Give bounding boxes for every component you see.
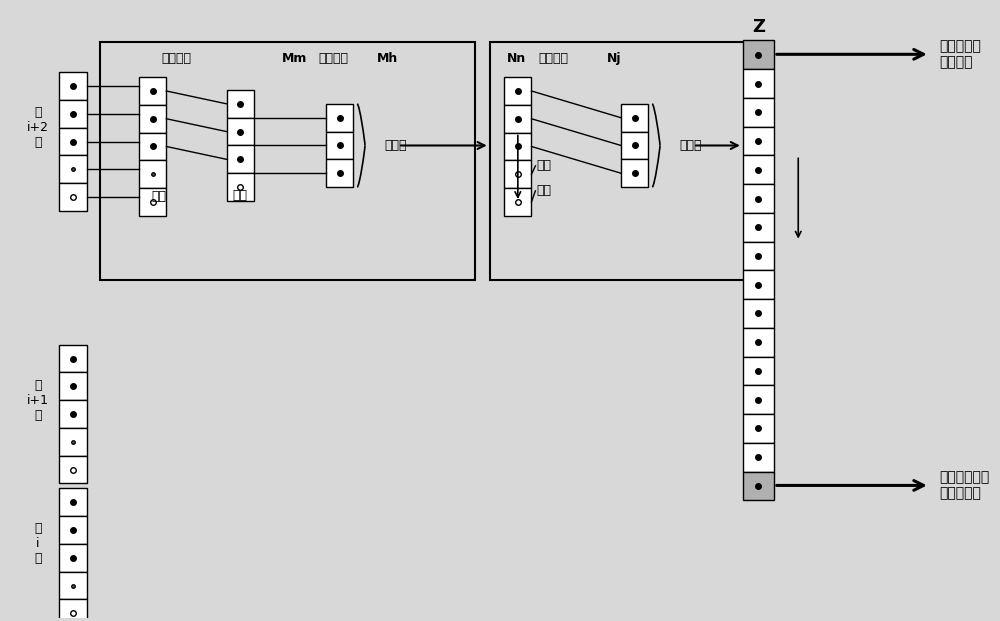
- Text: 绝对门限: 绝对门限: [161, 52, 191, 65]
- Bar: [326, 104, 353, 132]
- Bar: [621, 104, 648, 132]
- Bar: [139, 160, 166, 188]
- Bar: [743, 385, 774, 414]
- Bar: [504, 77, 531, 105]
- Bar: [743, 471, 774, 501]
- Text: Mh: Mh: [377, 52, 398, 65]
- Bar: [59, 100, 87, 128]
- Bar: [326, 160, 353, 187]
- Bar: [743, 69, 774, 98]
- Bar: [621, 160, 648, 187]
- Text: 第
i
包: 第 i 包: [34, 522, 42, 565]
- Bar: [743, 127, 774, 155]
- Bar: [621, 132, 648, 160]
- Text: 求平均: 求平均: [679, 139, 702, 152]
- Bar: [139, 77, 166, 105]
- Bar: [59, 400, 87, 428]
- Bar: [743, 40, 774, 69]
- Bar: [743, 98, 774, 127]
- Bar: [743, 155, 774, 184]
- Bar: [59, 72, 87, 100]
- Text: 第
i+1
包: 第 i+1 包: [27, 379, 49, 422]
- Text: 相对门限: 相对门限: [538, 52, 568, 65]
- Text: Z: Z: [752, 17, 765, 35]
- Bar: [743, 443, 774, 471]
- Bar: [743, 242, 774, 270]
- Bar: [59, 544, 87, 572]
- Text: 相对门限: 相对门限: [319, 52, 349, 65]
- Bar: [59, 488, 87, 516]
- Text: 剧除: 剧除: [536, 184, 551, 197]
- Bar: [100, 42, 475, 280]
- Text: Mm: Mm: [282, 52, 308, 65]
- Bar: [59, 599, 87, 621]
- Bar: [59, 428, 87, 456]
- Bar: [504, 133, 531, 160]
- Text: Nn: Nn: [507, 52, 526, 65]
- Text: 剧除: 剧除: [536, 160, 551, 173]
- Text: 剧除: 剧除: [151, 190, 166, 203]
- Bar: [139, 188, 166, 216]
- Bar: [743, 356, 774, 385]
- Text: Nj: Nj: [606, 52, 621, 65]
- Text: 求平均: 求平均: [384, 139, 407, 152]
- Bar: [504, 160, 531, 188]
- Bar: [59, 456, 87, 483]
- Bar: [59, 373, 87, 400]
- Bar: [139, 105, 166, 133]
- Bar: [743, 184, 774, 213]
- Bar: [743, 414, 774, 443]
- Bar: [59, 516, 87, 544]
- Bar: [227, 118, 254, 145]
- Text: 剧除: 剧除: [233, 189, 248, 202]
- Bar: [227, 90, 254, 118]
- Bar: [326, 132, 353, 160]
- Text: 第
i+2
包: 第 i+2 包: [27, 106, 49, 149]
- Bar: [59, 183, 87, 211]
- Bar: [59, 128, 87, 155]
- Text: 其他视角高程
或距离数据: 其他视角高程 或距离数据: [939, 470, 990, 501]
- Text: 实用高程或
距离数据: 实用高程或 距离数据: [939, 39, 981, 70]
- Bar: [227, 173, 254, 201]
- Bar: [743, 299, 774, 328]
- Bar: [743, 213, 774, 242]
- Bar: [743, 328, 774, 356]
- Bar: [139, 133, 166, 160]
- Bar: [490, 42, 748, 280]
- Bar: [743, 270, 774, 299]
- Bar: [504, 188, 531, 216]
- Bar: [59, 155, 87, 183]
- Bar: [227, 145, 254, 173]
- Bar: [504, 105, 531, 133]
- Bar: [59, 345, 87, 373]
- Bar: [59, 572, 87, 599]
